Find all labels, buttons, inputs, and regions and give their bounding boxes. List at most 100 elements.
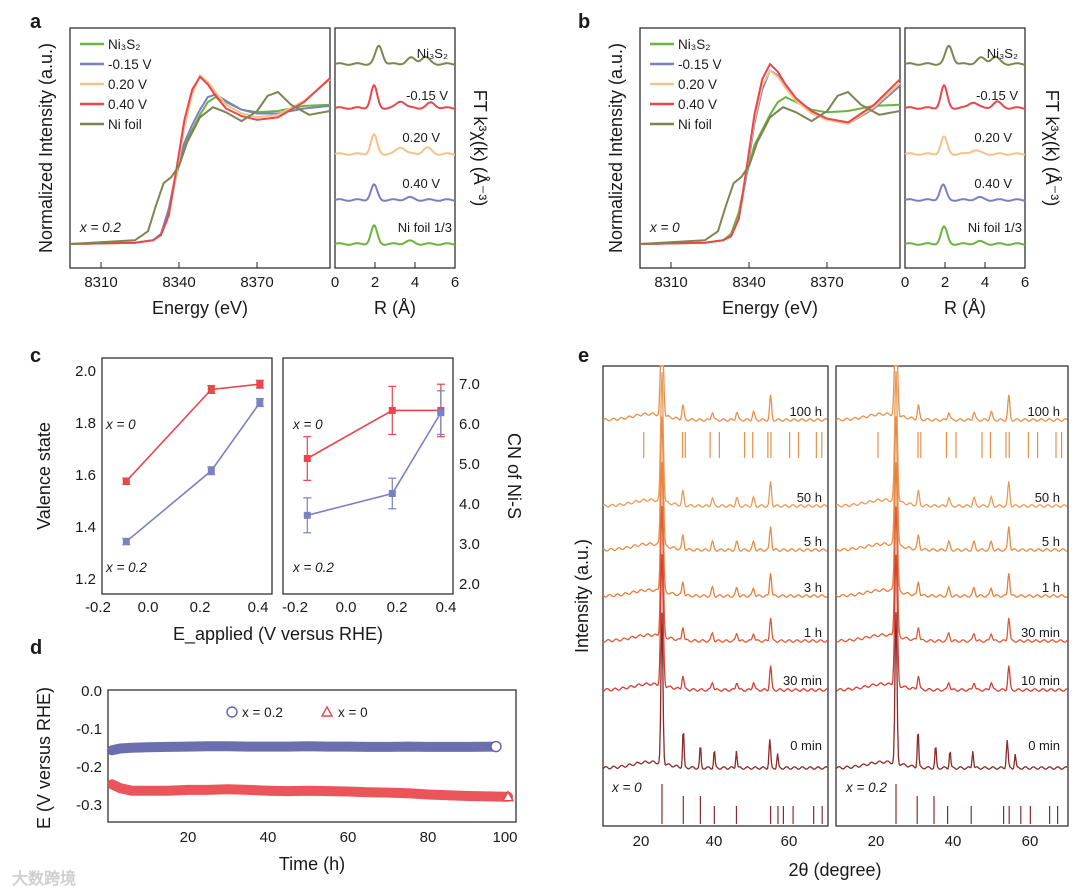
- panel-c-cn: x = 0 x = 0.2 2.0 3.0 4.0 5.0 6.0 7.0 CN…: [138, 357, 524, 645]
- trace-label: 10 min: [1021, 673, 1060, 688]
- series-line: [904, 134, 1026, 156]
- stability-data-marks: [107, 740, 515, 802]
- trace-label: 0.40 V: [402, 176, 440, 191]
- panel-label-c: c: [30, 345, 41, 367]
- x-axis: 8310 8340 8370 Energy (eV): [654, 262, 844, 318]
- trace-label: 0 min: [790, 738, 822, 753]
- legend-marker-triangle: [320, 705, 334, 717]
- x-tick-label: 4: [981, 274, 989, 291]
- trace-label: 50 h: [797, 490, 822, 505]
- legend-label: 0.20 V: [678, 77, 717, 92]
- series-line: [334, 83, 456, 110]
- panel-b-xanes: Ni₃S₂ -0.15 V 0.20 V 0.40 V Ni foil x = …: [606, 27, 901, 318]
- series-line: [334, 223, 456, 246]
- trace-label: -0.15 V: [976, 88, 1018, 103]
- x-axis: -0.2: [85, 599, 111, 616]
- xrd-trace: [835, 365, 1068, 422]
- series-annotation: x = 0.2: [292, 560, 334, 575]
- x-tick-label: 8340: [732, 274, 765, 291]
- x-tick-label: 8370: [240, 274, 273, 291]
- y-axis: 1.2 1.4 1.6 1.8 2.0 Valence state: [34, 363, 96, 588]
- y-tick-label: -0.3: [76, 797, 102, 814]
- x-tick-label: 0: [331, 274, 339, 291]
- trace-label: 50 h: [1035, 490, 1060, 505]
- x-axis-label: E_applied (V versus RHE): [173, 624, 383, 645]
- legend-label: 0.40 V: [108, 97, 147, 112]
- ft-series-lines: [904, 44, 1026, 246]
- x-tick-label: 6: [451, 274, 459, 291]
- x-axis-label: Time (h): [279, 854, 345, 874]
- panel-label-a: a: [30, 11, 42, 33]
- y-tick-label: 4.0: [459, 496, 480, 513]
- x-axis: 20 40 60 20 40 60 2θ (degree): [633, 833, 1039, 880]
- trace-label: 1 h: [1042, 580, 1060, 595]
- x-tick-label: 0: [901, 274, 909, 291]
- xanes-series-lines: [69, 73, 331, 245]
- cn-data-marks: [303, 383, 445, 534]
- legend-label: Ni foil: [108, 117, 142, 132]
- x-axis: 0 2 4 6 R (Å): [901, 262, 1029, 318]
- xrd-trace: [602, 372, 828, 508]
- panel-a-xanes: Ni₃S₂ -0.15 V 0.20 V 0.40 V Ni foil x = …: [36, 27, 331, 318]
- y-axis-label: Normalized Intensity (a.u.): [606, 43, 626, 253]
- series-line: [904, 83, 1026, 110]
- data-point: [303, 455, 311, 463]
- legend-label: 0.20 V: [108, 77, 147, 92]
- x-axis-label: Energy (eV): [722, 298, 818, 318]
- x-tick-label: 8310: [84, 274, 117, 291]
- x-axis-label: R (Å): [944, 298, 986, 318]
- series-annotation: x = 0: [292, 417, 323, 432]
- trace-label: 5 h: [1042, 534, 1060, 549]
- xrd-trace: [602, 365, 828, 422]
- trace-label: 30 min: [1021, 625, 1060, 640]
- series-line: [125, 383, 260, 482]
- trace-labels-left: 100 h 50 h 5 h 3 h 1 h 30 min 0 min x = …: [611, 404, 822, 795]
- trace-label: 3 h: [804, 580, 822, 595]
- legend-label: Ni₃S₂: [678, 37, 711, 52]
- ft-series-lines: [334, 44, 456, 246]
- xrd-trace: [835, 506, 1068, 643]
- y-axis-label: CN of Ni-S: [504, 433, 524, 519]
- x-tick-label: 20: [868, 833, 885, 850]
- panel-label-d: d: [30, 637, 42, 659]
- plot-frame: [639, 27, 901, 269]
- legend-label: Ni foil: [678, 117, 712, 132]
- series-annotation: x = 0: [105, 417, 136, 432]
- legend: Ni₃S₂ -0.15 V 0.20 V 0.40 V Ni foil: [80, 37, 152, 132]
- valence-data-marks: [122, 379, 264, 546]
- xrd-trace: [602, 505, 828, 643]
- panel-b-ft: Ni₃S₂ -0.15 V 0.20 V 0.40 V Ni foil 1/3 …: [901, 27, 1062, 318]
- xanes-series-lines: [639, 62, 901, 245]
- series-line: [334, 183, 456, 202]
- series-line: [307, 412, 442, 517]
- x-tick-label: 6: [1021, 274, 1029, 291]
- x-tick-label: 100: [492, 829, 517, 846]
- data-point: [490, 740, 502, 753]
- data-point: [207, 467, 215, 475]
- composition-annotation: x = 0: [649, 220, 680, 235]
- data-point: [122, 538, 130, 546]
- panel-d-stability: x = 0.2 x = 0 0.0 -0.1 -0.2 -0.3 E (V ve…: [34, 683, 518, 874]
- xrd-traces-x02: [835, 365, 1068, 824]
- xrd-trace: [835, 554, 1068, 692]
- xrd-trace: [835, 416, 1068, 552]
- x-tick-label: 0.4: [436, 599, 457, 616]
- data-point: [256, 380, 264, 388]
- y-tick-label: 1.6: [75, 467, 96, 484]
- y-tick-label: 2.0: [75, 363, 96, 380]
- y-tick-label: 1.2: [75, 571, 96, 588]
- series-line: [904, 44, 1026, 66]
- x-tick-label: 60: [1022, 833, 1039, 850]
- composition-annotation: x = 0: [611, 780, 642, 795]
- x-tick-label: 0.0: [336, 599, 357, 616]
- x-axis: 8310 8340 8370 Energy (eV): [84, 262, 274, 318]
- xrd-trace: [835, 462, 1068, 598]
- x-tick-label: 60: [781, 833, 798, 850]
- xrd-trace: [602, 554, 828, 692]
- x-axis: 20 40 60 80 100 Time (h): [180, 829, 518, 874]
- panel-a-ft: Ni₃S₂ -0.15 V 0.20 V 0.40 V Ni foil 1/3 …: [331, 27, 490, 318]
- xrd-trace: [835, 371, 1068, 508]
- x-tick-label: 0.0: [138, 599, 159, 616]
- y-tick-label: -0.1: [76, 721, 102, 738]
- plot-frame: [904, 27, 1026, 269]
